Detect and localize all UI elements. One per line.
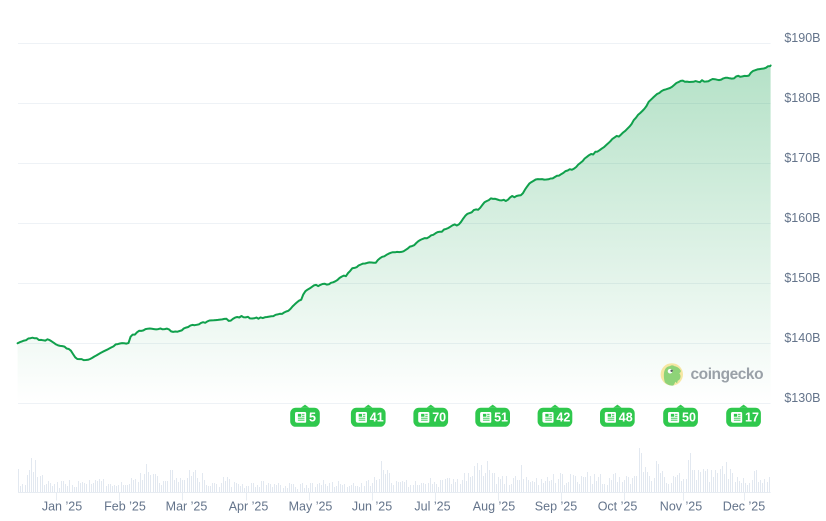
svg-text:$190B: $190B: [784, 31, 820, 45]
svg-text:Aug ’25: Aug ’25: [473, 500, 515, 514]
svg-text:$170B: $170B: [784, 151, 820, 165]
svg-text:Jul ’25: Jul ’25: [414, 500, 450, 514]
svg-text:48: 48: [619, 410, 633, 424]
svg-text:Sep ’25: Sep ’25: [535, 500, 577, 514]
svg-text:50: 50: [682, 410, 696, 424]
svg-text:Nov ’25: Nov ’25: [660, 500, 702, 514]
svg-text:5: 5: [309, 410, 316, 424]
svg-text:17: 17: [745, 410, 759, 424]
svg-text:Oct ’25: Oct ’25: [598, 500, 638, 514]
svg-text:$150B: $150B: [784, 271, 820, 285]
svg-text:$130B: $130B: [784, 391, 820, 405]
svg-text:42: 42: [556, 410, 570, 424]
svg-text:51: 51: [494, 410, 508, 424]
svg-text:Dec ’25: Dec ’25: [723, 500, 765, 514]
svg-text:$140B: $140B: [784, 331, 820, 345]
svg-text:Mar ’25: Mar ’25: [166, 500, 208, 514]
svg-text:Jan ’25: Jan ’25: [42, 500, 82, 514]
svg-text:Apr ’25: Apr ’25: [229, 500, 269, 514]
svg-text:Jun ’25: Jun ’25: [352, 500, 392, 514]
svg-text:$180B: $180B: [784, 91, 820, 105]
svg-text:coingecko: coingecko: [691, 366, 764, 383]
svg-text:41: 41: [370, 410, 384, 424]
svg-text:70: 70: [432, 410, 446, 424]
svg-text:May ’25: May ’25: [289, 500, 333, 514]
svg-text:$160B: $160B: [784, 211, 820, 225]
svg-text:Feb ’25: Feb ’25: [104, 500, 146, 514]
